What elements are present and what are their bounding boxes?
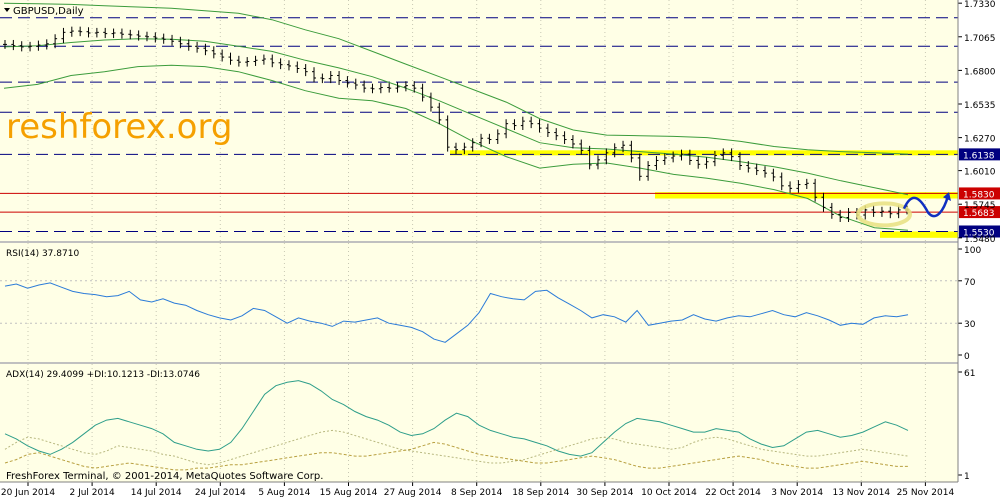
highlight-zone — [450, 150, 958, 156]
horizontal-levels[interactable]: 1.6138 1.5830 1.5683 1.5530 — [0, 17, 1000, 239]
price-bars — [3, 26, 909, 222]
forecast-curve — [902, 195, 950, 218]
y-tick-label: 1.6270 — [964, 135, 996, 145]
y-tick-label: 1.6535 — [964, 101, 996, 111]
bollinger-bands — [3, 2, 909, 231]
adx-panel-bg — [0, 364, 958, 482]
consolidation-ellipse — [856, 201, 912, 228]
x-tick-label: 5 Aug 2014 — [258, 488, 310, 498]
highlight-zone — [655, 192, 958, 199]
level-label: 1.5830 — [963, 190, 995, 200]
x-tick-label: 2 Jul 2014 — [69, 488, 114, 498]
chevron-down-icon[interactable] — [4, 8, 10, 12]
x-tick-label: 18 Sep 2014 — [512, 488, 569, 498]
y-tick-label: 1.7330 — [964, 0, 996, 10]
level-label-box — [959, 225, 1000, 238]
forecast-path — [856, 192, 951, 228]
level-label: 1.5683 — [963, 209, 995, 219]
level-label-box — [959, 187, 1000, 200]
rsi-y-tick-label: 30 — [964, 320, 976, 330]
x-tick-label: 20 Jun 2014 — [1, 488, 55, 498]
highlight-zones — [450, 150, 958, 238]
x-tick-label: 3 Nov 2014 — [771, 488, 823, 498]
rsi-y-tick-label: 70 — [964, 278, 976, 288]
rsi-y-tick-label: 0 — [964, 352, 970, 362]
grid — [27, 0, 926, 482]
level-label: 1.6138 — [963, 151, 995, 161]
level-label: 1.5530 — [963, 228, 995, 238]
level-label-box — [959, 148, 1000, 161]
rsi-title: RSI(14) 37.8710 — [6, 249, 79, 259]
adx-y-tick-label: 1 — [964, 472, 970, 482]
adx-series-line — [4, 380, 909, 457]
rsi-panel-bg — [0, 243, 958, 362]
rsi-panel: RSI(14) 37.8710 100 70 30 0 — [0, 246, 981, 362]
x-tick-label: 30 Sep 2014 — [576, 488, 633, 498]
y-tick-label: 1.6010 — [964, 168, 996, 178]
rsi-y-tick-label: 100 — [964, 246, 981, 256]
adx-series-line — [4, 441, 908, 471]
adx-y-tick-label: 61 — [964, 369, 975, 379]
highlight-zone — [880, 231, 958, 238]
bollinger-line — [3, 64, 909, 231]
adx-title: ADX(14) 29.4099 +DI:10.1213 -DI:13.0746 — [6, 370, 200, 380]
price-panel-bg — [0, 0, 958, 241]
y-tick-label: 1.6800 — [964, 67, 996, 77]
level-label-box — [959, 206, 1000, 219]
x-tick-label: 13 Nov 2014 — [832, 488, 890, 498]
x-tick-label: 14 Jul 2014 — [131, 488, 182, 498]
forecast-arrowhead — [943, 192, 951, 202]
x-tick-label: 8 Sep 2014 — [451, 488, 503, 498]
x-tick-label: 25 Nov 2014 — [897, 488, 955, 498]
symbol-title: GBPUSD,Daily — [13, 6, 84, 17]
x-tick-label: 27 Aug 2014 — [384, 488, 442, 498]
x-tick-label: 22 Oct 2014 — [705, 488, 761, 498]
x-tick-label: 15 Aug 2014 — [320, 488, 378, 498]
copyright-text: FreshForex Terminal, © 2001-2014, MetaQu… — [6, 471, 323, 482]
adx-series-line — [4, 429, 909, 466]
adx-panel: ADX(14) 29.4099 +DI:10.1213 -DI:13.0746 6… — [4, 369, 975, 482]
watermark: reshforex.org — [6, 107, 232, 147]
right-axis-bg — [958, 0, 1000, 500]
y-tick-label: 1.5745 — [964, 201, 996, 211]
bollinger-line — [3, 38, 909, 196]
x-tick-label: 24 Jul 2014 — [195, 488, 246, 498]
bollinger-line — [3, 2, 909, 155]
y-tick-label: 1.7065 — [964, 34, 996, 44]
y-tick-label: 1.5480 — [964, 235, 996, 245]
x-tick-label: 10 Oct 2014 — [641, 488, 697, 498]
rsi-line — [4, 282, 909, 343]
